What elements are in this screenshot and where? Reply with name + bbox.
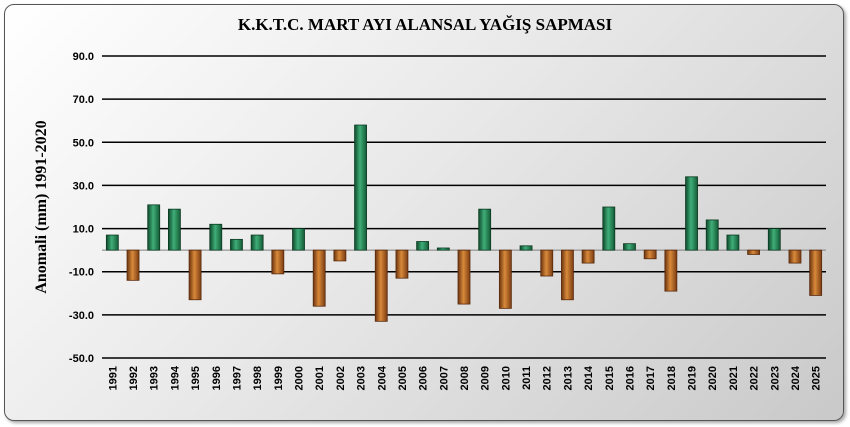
chart-title: K.K.T.C. MART AYI ALANSAL YAĞIŞ SAPMASI (238, 15, 613, 34)
y-tick-label: -10.0 (69, 267, 94, 279)
bar-2012 (540, 249, 554, 277)
x-tick-label: 1998 (252, 366, 264, 390)
x-tick-label: 2008 (459, 366, 471, 390)
bar-2016 (623, 243, 636, 251)
x-tick-label: 2013 (562, 366, 574, 390)
bar-2003 (354, 124, 367, 251)
x-tick-label: 2019 (687, 366, 699, 390)
x-tick-labels: 1991 1992 1993 1994 1995 1996 1997 1998 1999 2000… (107, 365, 822, 390)
bar-2001 (312, 249, 326, 307)
bar-2020 (705, 219, 719, 251)
bars (105, 124, 823, 322)
x-tick-label: 2020 (707, 366, 719, 390)
chart-frame (4, 4, 844, 421)
bar-1992 (126, 249, 140, 281)
bar-1996 (209, 223, 223, 251)
x-tick-label: 2004 (376, 365, 388, 390)
y-tick-label: -30.0 (69, 310, 94, 322)
y-tick-label: -50.0 (69, 353, 94, 365)
gridlines (102, 55, 826, 359)
x-tick-label: 2015 (604, 366, 616, 390)
x-tick-label: 2024 (790, 365, 802, 390)
x-tick-label: 2001 (314, 366, 326, 390)
bar-2017 (643, 249, 657, 260)
bar-2019 (685, 176, 698, 251)
y-tick-label: 70.0 (73, 94, 94, 106)
x-tick-label: 2003 (356, 366, 368, 390)
bar-2025 (809, 249, 823, 296)
x-tick-label: 2022 (749, 366, 761, 390)
y-tick-label: 10.0 (73, 224, 94, 236)
x-tick-label: 1995 (190, 366, 202, 390)
bar-2011 (519, 245, 533, 251)
y-axis-label: Anomali (mm) 1991-2020 (33, 120, 50, 293)
bar-1991 (105, 234, 119, 251)
x-tick-label: 2017 (645, 366, 657, 390)
bar-2021 (726, 234, 740, 251)
x-tick-label: 2006 (418, 366, 430, 390)
x-tick-label: 2016 (624, 366, 636, 390)
bar-2023 (767, 228, 781, 251)
x-tick-label: 2021 (728, 366, 740, 390)
x-tick-label: 1996 (211, 366, 223, 390)
bar-1994 (168, 208, 181, 251)
x-tick-label: 1992 (128, 366, 140, 390)
bar-2007 (436, 247, 450, 251)
x-tick-label: 2007 (438, 366, 450, 390)
x-tick-label: 1997 (231, 366, 243, 390)
y-tick-label: 90.0 (73, 51, 94, 63)
bar-2024 (788, 249, 802, 264)
x-tick-label: 2023 (769, 366, 781, 390)
bar-2013 (561, 249, 574, 301)
bar-2002 (333, 249, 347, 262)
x-tick-label: 2025 (811, 366, 823, 390)
x-tick-label: 2000 (294, 366, 306, 390)
x-tick-label: 2018 (666, 366, 678, 390)
bar-2018 (664, 249, 678, 292)
bar-2022 (747, 249, 760, 255)
x-tick-label: 1994 (169, 365, 181, 390)
bar-2004 (374, 249, 388, 322)
y-tick-label: 50.0 (73, 137, 94, 149)
x-tick-label: 2014 (583, 365, 595, 390)
bar-1995 (188, 249, 202, 301)
bar-1993 (147, 204, 161, 251)
bar-2014 (581, 249, 595, 264)
x-tick-label: 2010 (500, 366, 512, 390)
x-tick-label: 2011 (521, 366, 533, 390)
bar-2010 (498, 249, 512, 309)
x-tick-label: 1993 (149, 366, 161, 390)
bar-1999 (271, 249, 285, 275)
bar-2009 (478, 208, 492, 251)
x-tick-label: 2002 (335, 366, 347, 390)
bar-2008 (457, 249, 471, 305)
x-tick-label: 2005 (397, 366, 409, 390)
x-tick-label: 1991 (107, 366, 119, 390)
bar-2015 (602, 206, 616, 251)
bar-2000 (292, 228, 305, 251)
bar-2006 (416, 241, 430, 251)
x-tick-label: 2009 (480, 366, 492, 390)
y-tick-label: 30.0 (73, 180, 94, 192)
x-tick-label: 1999 (273, 366, 285, 390)
bar-1997 (230, 238, 243, 251)
bar-1998 (250, 234, 264, 251)
bar-2005 (395, 249, 409, 279)
y-tick-labels: 90.0 70.0 50.0 30.0 10.0 -10.0 -30.0 -50.0 (69, 51, 94, 365)
x-tick-label: 2012 (542, 366, 554, 390)
